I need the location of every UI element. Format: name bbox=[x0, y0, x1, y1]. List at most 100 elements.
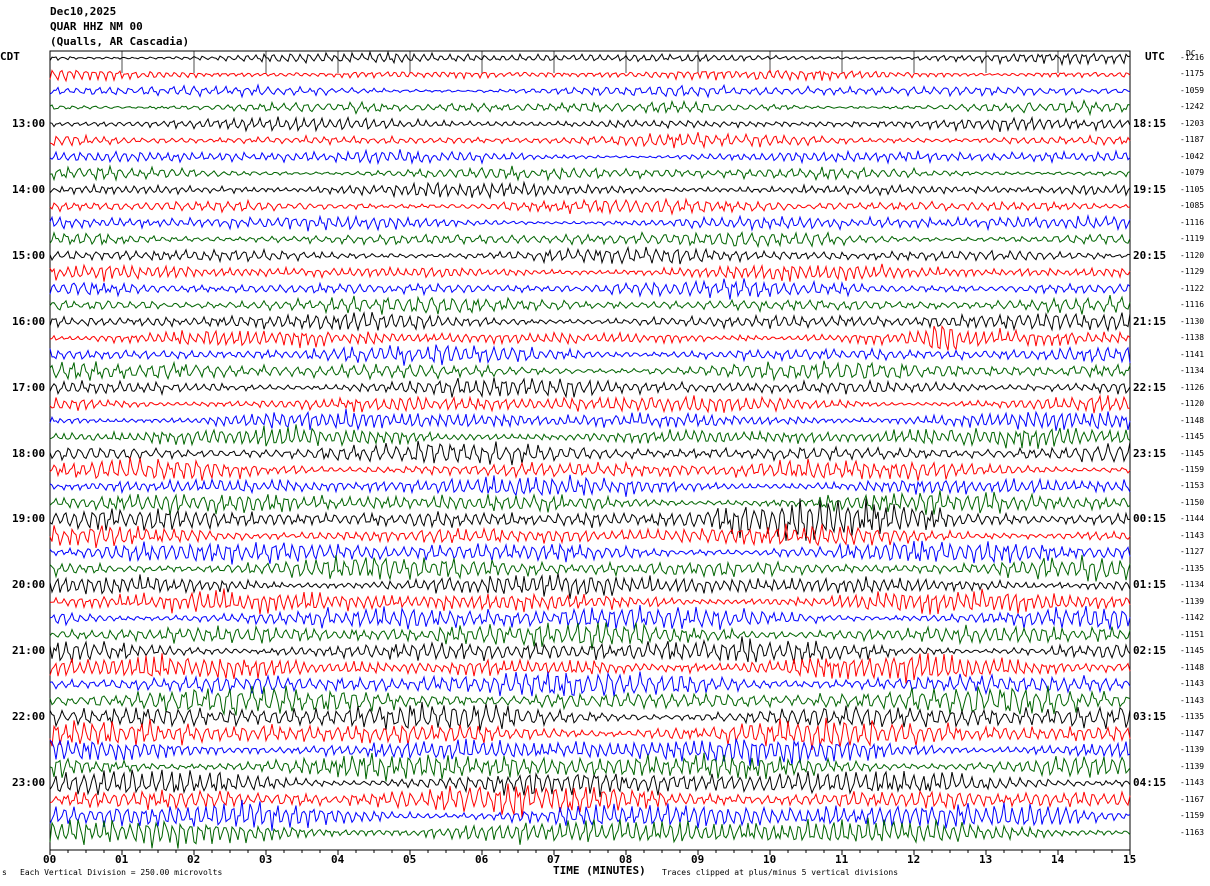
dc-offset-label: -1130 bbox=[1180, 316, 1205, 326]
dc-offset-label: -1159 bbox=[1180, 811, 1205, 821]
left-hour-label: 16:00 bbox=[12, 314, 46, 328]
seismic-trace bbox=[49, 230, 1131, 249]
left-hour-label: 13:00 bbox=[12, 116, 46, 130]
seismic-trace bbox=[49, 523, 1131, 549]
seismic-trace bbox=[49, 605, 1131, 630]
right-timezone-label: UTC bbox=[1145, 50, 1165, 63]
right-hour-label: 02:15 bbox=[1133, 644, 1167, 658]
right-hour-label: 04:15 bbox=[1133, 776, 1167, 790]
seismic-trace bbox=[49, 752, 1131, 782]
x-tick-label: 06 bbox=[475, 853, 489, 866]
seismic-trace bbox=[49, 197, 1131, 216]
seismic-trace bbox=[49, 278, 1131, 300]
right-hour-label: 21:15 bbox=[1133, 314, 1167, 328]
right-hour-label: 00:15 bbox=[1133, 512, 1167, 526]
dc-offset-label: -1122 bbox=[1180, 283, 1205, 293]
seismic-trace bbox=[49, 245, 1131, 265]
seismic-trace bbox=[49, 164, 1131, 182]
seismic-trace bbox=[49, 115, 1131, 133]
dc-offset-label: -1134 bbox=[1180, 580, 1205, 590]
left-hour-label: 21:00 bbox=[12, 644, 46, 658]
left-hour-label: 20:00 bbox=[12, 578, 46, 592]
seismic-trace bbox=[49, 325, 1131, 351]
dc-offset-label: -1116 bbox=[1180, 217, 1205, 227]
x-tick-label: 15 bbox=[1123, 853, 1137, 866]
x-tick-label: 03 bbox=[259, 853, 273, 866]
dc-offset-label: -1142 bbox=[1180, 613, 1205, 623]
right-hour-label: 23:15 bbox=[1133, 446, 1167, 460]
x-tick-label: 08 bbox=[619, 853, 633, 866]
location-label: (Qualls, AR Cascadia) bbox=[50, 35, 190, 48]
seismic-trace bbox=[49, 799, 1131, 831]
seismic-trace bbox=[49, 263, 1131, 282]
right-hour-label: 03:15 bbox=[1133, 710, 1167, 724]
left-hour-label: 17:00 bbox=[12, 380, 46, 394]
dc-offset-label: -1144 bbox=[1180, 514, 1205, 524]
right-hour-label: 19:15 bbox=[1133, 182, 1167, 196]
seismic-trace bbox=[49, 636, 1131, 664]
dc-offset-label: -1143 bbox=[1180, 679, 1205, 689]
footer-mark: s bbox=[2, 868, 7, 877]
dc-offset-label: -1127 bbox=[1180, 547, 1205, 557]
seismic-trace bbox=[49, 490, 1131, 515]
seismic-trace bbox=[49, 457, 1131, 481]
dc-offset-label: -1242 bbox=[1180, 102, 1205, 112]
seismic-trace bbox=[49, 213, 1131, 232]
dc-offset-label: -1119 bbox=[1180, 234, 1205, 244]
dc-offset-label: -1143 bbox=[1180, 778, 1205, 788]
seismic-trace bbox=[49, 769, 1131, 798]
seismic-trace bbox=[49, 132, 1131, 150]
x-tick-label: 14 bbox=[1051, 853, 1065, 866]
dc-offset-label: -1148 bbox=[1180, 662, 1205, 672]
dc-offset-label: -1145 bbox=[1180, 432, 1205, 442]
left-hour-label: 15:00 bbox=[12, 248, 46, 262]
date-label: Dec10,2025 bbox=[50, 5, 117, 18]
dc-offset-label: -1145 bbox=[1180, 646, 1205, 656]
seismic-trace bbox=[49, 344, 1131, 366]
dc-offset-label: -1203 bbox=[1180, 118, 1205, 128]
seismic-trace bbox=[49, 408, 1131, 431]
x-tick-label: 05 bbox=[403, 853, 417, 866]
dc-offset-label: -1150 bbox=[1180, 497, 1205, 507]
right-hour-label: 20:15 bbox=[1133, 248, 1167, 262]
dc-offset-label: -1145 bbox=[1180, 448, 1205, 458]
dc-offset-label: -1042 bbox=[1180, 151, 1205, 161]
dc-offset-label: -1143 bbox=[1180, 695, 1205, 705]
x-axis-label: TIME (MINUTES) bbox=[553, 864, 646, 877]
dc-offset-label: -1163 bbox=[1180, 827, 1205, 837]
left-hour-label: 18:00 bbox=[12, 446, 46, 460]
seismic-trace bbox=[49, 498, 1131, 541]
seismic-trace bbox=[49, 653, 1131, 684]
dc-offset-label: -1129 bbox=[1180, 267, 1205, 277]
seismic-trace bbox=[50, 588, 1131, 615]
seismic-trace bbox=[49, 360, 1131, 382]
seismic-trace bbox=[49, 311, 1131, 333]
seismic-trace bbox=[49, 50, 1131, 67]
x-tick-label: 11 bbox=[835, 853, 849, 866]
dc-offset-label: -1175 bbox=[1180, 69, 1205, 79]
seismic-trace bbox=[49, 98, 1131, 117]
dc-offset-label: -1148 bbox=[1180, 415, 1205, 425]
seismic-trace bbox=[49, 69, 1131, 83]
right-hour-label: 01:15 bbox=[1133, 578, 1167, 592]
seismic-trace bbox=[49, 573, 1131, 599]
left-hour-label: 19:00 bbox=[12, 512, 46, 526]
clip-note: Traces clipped at plus/minus 5 vertical … bbox=[662, 868, 899, 877]
dc-offset-label: -1159 bbox=[1180, 464, 1205, 474]
seismic-trace bbox=[49, 83, 1131, 99]
seismic-trace bbox=[49, 474, 1131, 497]
seismic-trace bbox=[49, 394, 1130, 414]
right-hour-label: 18:15 bbox=[1133, 116, 1167, 130]
seismic-trace bbox=[49, 148, 1131, 166]
dc-offset-label: -1141 bbox=[1180, 349, 1205, 359]
seismic-trace bbox=[49, 817, 1131, 849]
x-tick-label: 12 bbox=[907, 853, 921, 866]
seismic-trace bbox=[49, 180, 1131, 200]
dc-offset-label: -1143 bbox=[1180, 530, 1205, 540]
dc-offset-label: -1153 bbox=[1180, 481, 1205, 491]
dc-offset-label: -1151 bbox=[1180, 629, 1205, 639]
scale-note: Each Vertical Division = 250.00 microvol… bbox=[20, 868, 223, 877]
left-timezone-label: CDT bbox=[0, 50, 20, 63]
dc-offset-label: -1167 bbox=[1180, 794, 1205, 804]
dc-offset-label: -1079 bbox=[1180, 168, 1205, 178]
